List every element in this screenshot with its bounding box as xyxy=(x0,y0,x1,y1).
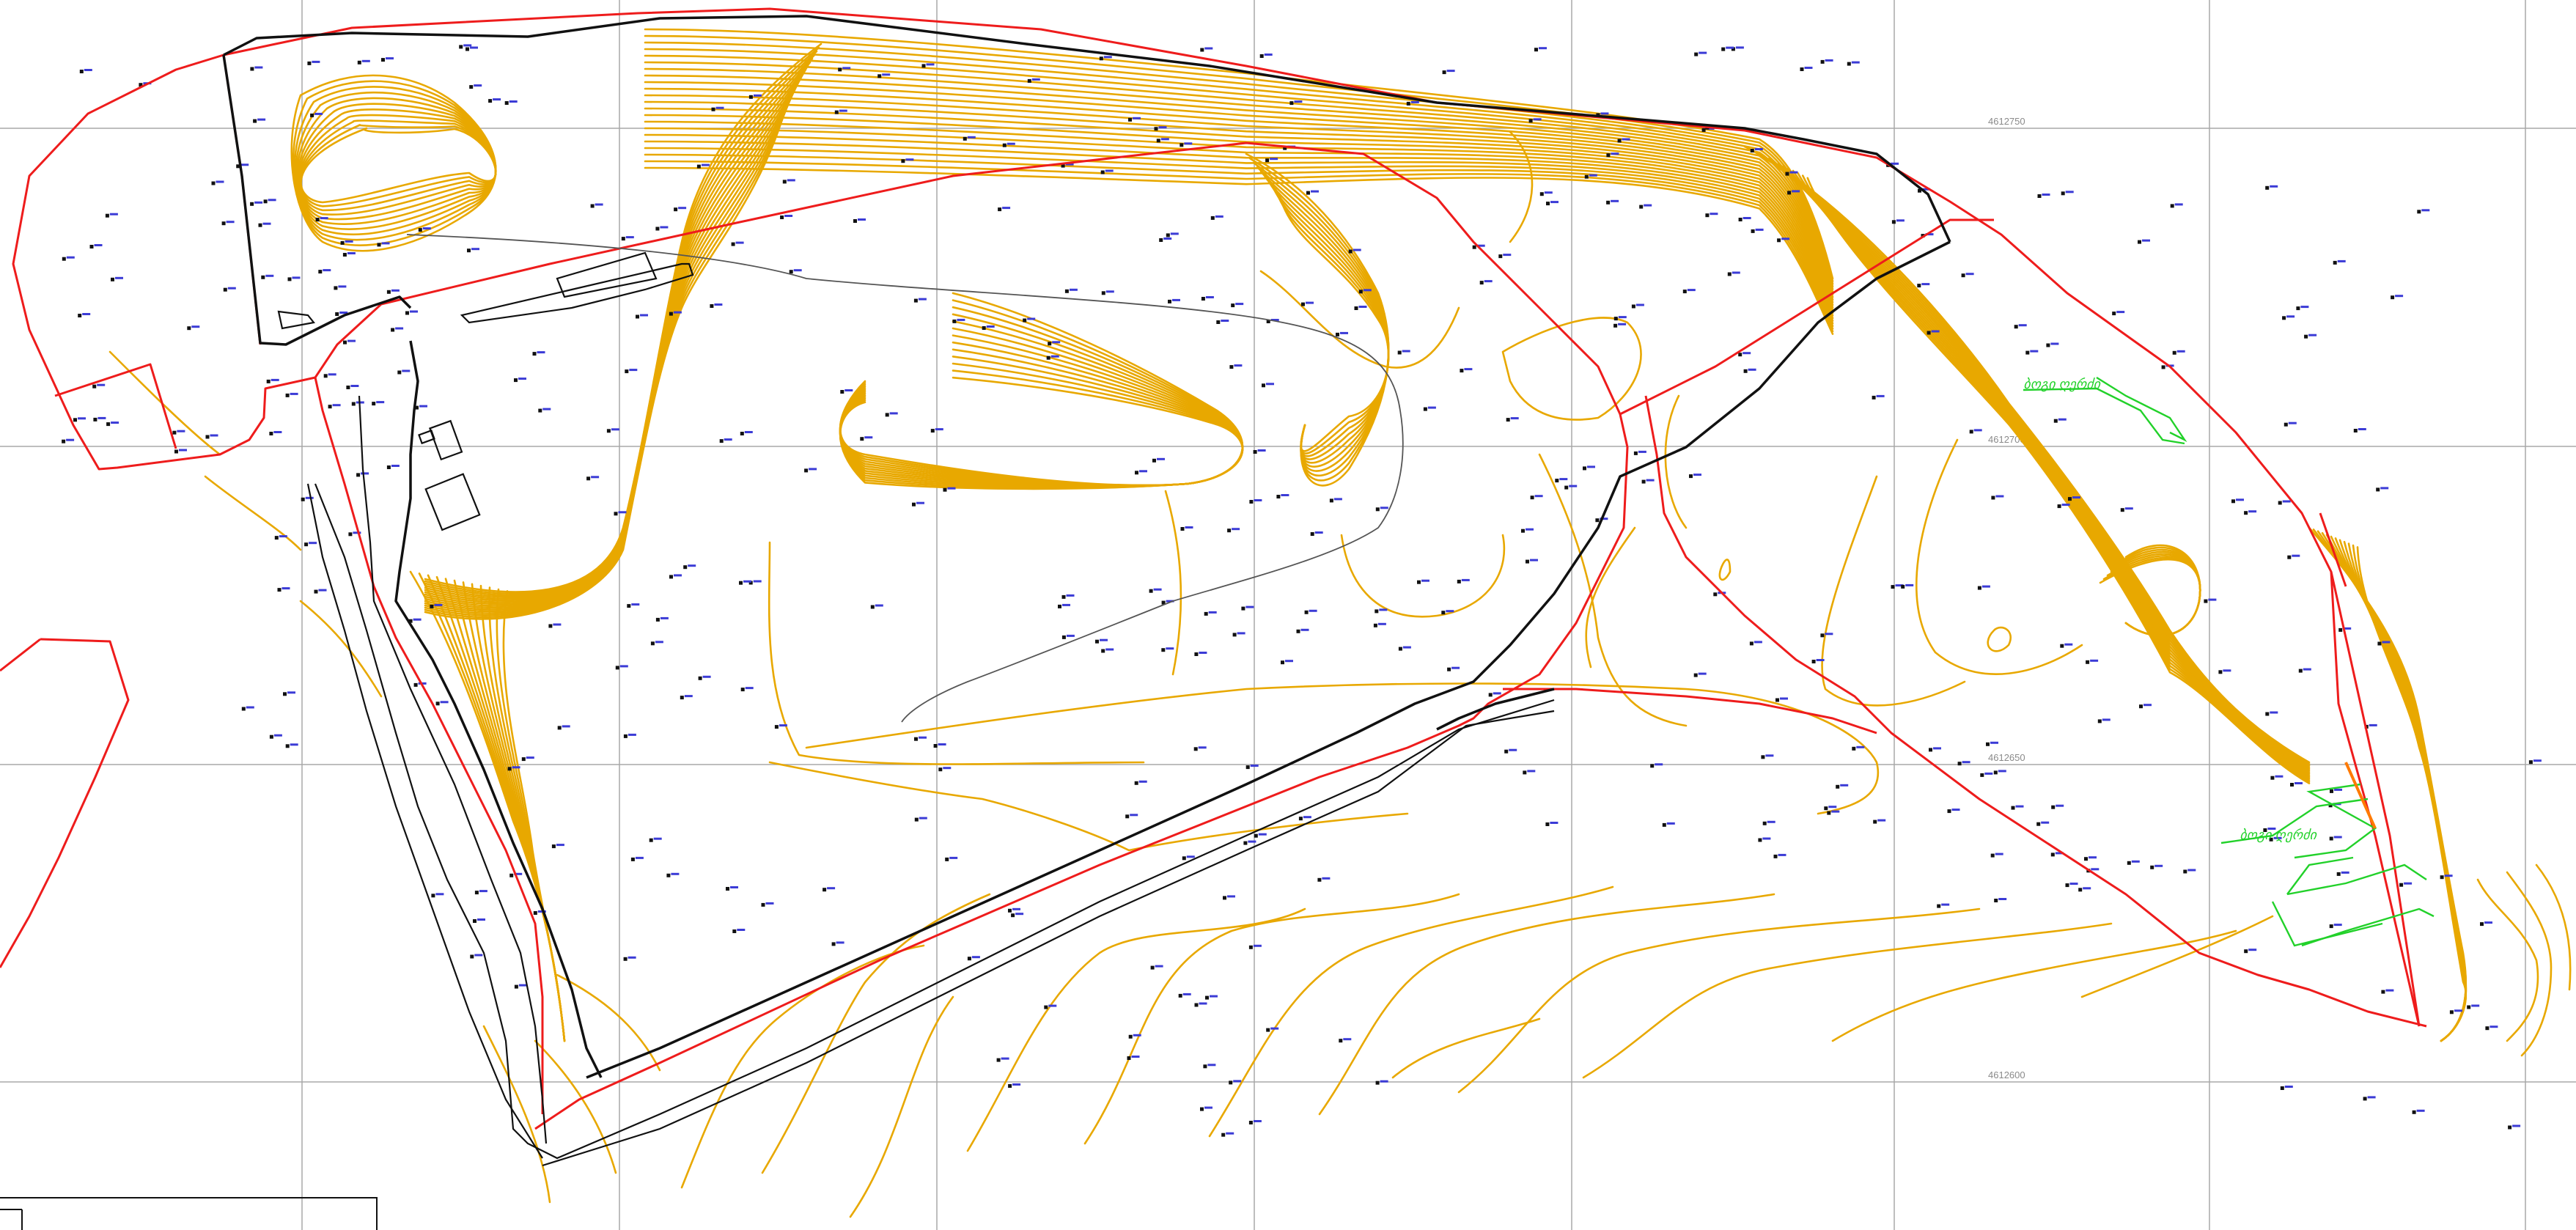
title-block-frame xyxy=(0,1197,378,1230)
boundary-lines xyxy=(0,7,2427,1130)
roads xyxy=(222,15,1951,1167)
contour-lines xyxy=(290,28,2468,1042)
grid-label-northing-3: 4612650 xyxy=(1988,752,2025,763)
grid-label-northing-4: 4612600 xyxy=(1988,1069,2025,1080)
grid-label-northing-1: 4612750 xyxy=(1988,116,2025,127)
axis-annotations xyxy=(2023,376,2435,947)
highlighted-segment xyxy=(2344,762,2377,829)
axis-label-upper: ბოგი ღერძი xyxy=(2023,377,2101,392)
axis-label-lower: ბოგი ღერძი xyxy=(2240,828,2317,843)
grid-label-northing-2: 4612700 xyxy=(1988,434,2025,445)
survey-points xyxy=(62,44,2542,1137)
grey-trail xyxy=(406,234,1404,723)
lower-contours xyxy=(108,130,2572,1218)
